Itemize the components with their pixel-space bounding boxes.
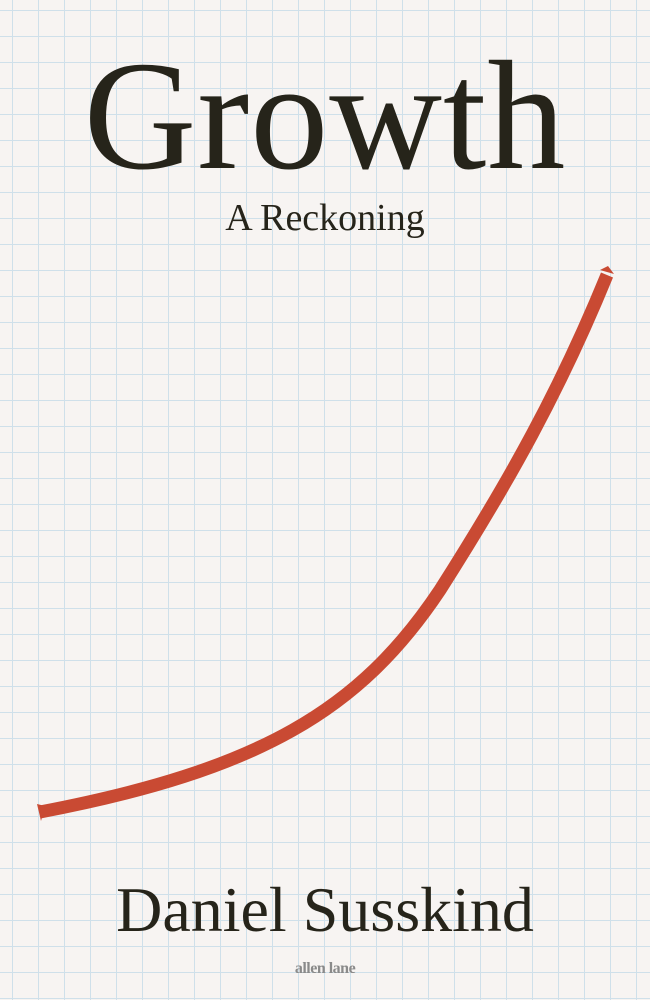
publisher-logo: allen lane (294, 960, 356, 977)
book-author: Daniel Susskind (116, 874, 534, 945)
book-title: Growth (83, 29, 567, 202)
growth-curve-line (38, 272, 614, 819)
book-subtitle: A Reckoning (225, 197, 425, 239)
growth-curve-end-tick (600, 266, 614, 274)
growth-curve-start-tick (37, 804, 45, 821)
